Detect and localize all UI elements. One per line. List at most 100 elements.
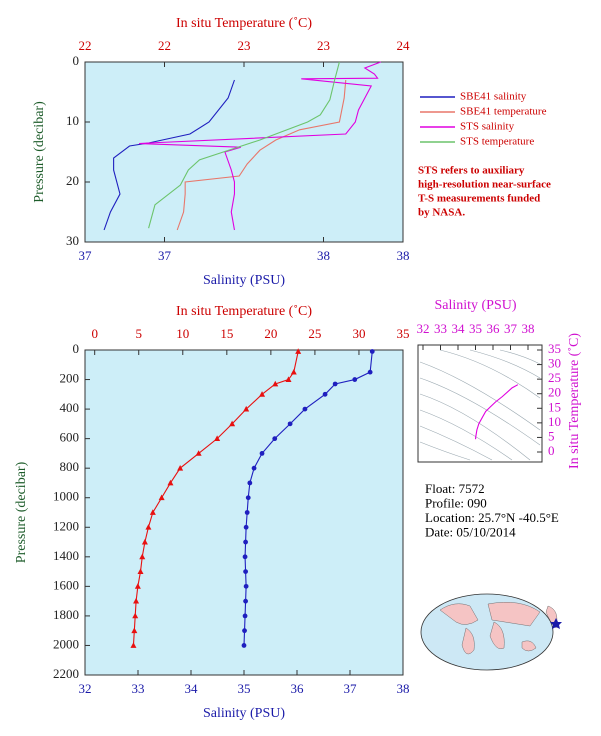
- x2-tick-label: 23: [317, 38, 330, 53]
- marker: [149, 509, 156, 515]
- x2-axis-title: In situ Temperature (˚C): [176, 16, 312, 31]
- profile-line: [103, 79, 235, 231]
- marker: [242, 554, 248, 560]
- marker: [137, 568, 144, 574]
- x2-tick-label: 5: [135, 326, 142, 341]
- x-tick-label: 32: [417, 321, 430, 336]
- x-tick-label: 32: [79, 681, 92, 696]
- x-axis-title: Salinity (PSU): [203, 273, 285, 288]
- marker: [214, 435, 221, 442]
- marker: [145, 524, 152, 530]
- x2-tick-label: 22: [79, 38, 92, 53]
- marker: [302, 406, 308, 412]
- x-tick-label: 37: [158, 248, 172, 263]
- y-tick-label: 30: [66, 233, 79, 248]
- marker: [367, 369, 373, 375]
- marker: [243, 583, 249, 589]
- x-tick-label: 38: [317, 248, 330, 263]
- marker: [241, 643, 247, 648]
- y-tick-label: 200: [60, 371, 80, 386]
- marker: [247, 480, 253, 486]
- y-axis-title: Pressure (decibar): [14, 461, 29, 563]
- x-tick-label: 37: [344, 681, 358, 696]
- y-axis-title: Pressure (decibar): [32, 101, 47, 203]
- marker: [131, 627, 138, 634]
- marker: [167, 479, 174, 486]
- marker: [295, 348, 302, 354]
- ts-contours: [419, 349, 541, 461]
- x-tick-label: 38: [397, 681, 410, 696]
- x-tick-label: 35: [238, 681, 251, 696]
- marker: [132, 612, 139, 619]
- y-tick-label: 400: [60, 400, 80, 415]
- y-tick-label: 30: [548, 356, 561, 371]
- x-tick-label: 34: [452, 321, 466, 336]
- y-tick-label: 20: [548, 385, 561, 400]
- marker: [158, 494, 165, 501]
- marker: [139, 553, 146, 560]
- y-tick-label: 0: [73, 53, 80, 68]
- marker: [285, 376, 292, 382]
- plot-background: [84, 61, 404, 243]
- marker: [242, 628, 247, 634]
- marker: [245, 495, 251, 501]
- y-axis-title: In situ Temperature (˚C): [567, 333, 582, 469]
- legend-label: STS temperature: [460, 136, 534, 148]
- plot-background: [84, 349, 404, 676]
- y-tick-label: 800: [60, 459, 80, 474]
- float-info: Location: 25.7°N -40.5°E: [425, 510, 559, 525]
- x-tick-label: 34: [185, 681, 199, 696]
- x2-tick-label: 30: [352, 326, 365, 341]
- marker: [243, 539, 248, 545]
- marker: [133, 597, 140, 604]
- marker: [229, 420, 236, 427]
- marker: [332, 381, 338, 387]
- x-tick-label: 38: [397, 248, 410, 263]
- x2-axis-title: In situ Temperature (˚C): [176, 304, 312, 319]
- marker: [243, 405, 250, 412]
- marker: [369, 349, 375, 354]
- marker: [352, 377, 358, 382]
- profile-line: [176, 79, 347, 231]
- marker: [272, 436, 278, 442]
- x2-tick-label: 25: [308, 326, 321, 341]
- y-tick-label: 20: [66, 173, 79, 188]
- y-tick-label: 25: [548, 370, 561, 385]
- plot-background: [417, 344, 543, 463]
- marker: [272, 380, 279, 387]
- marker: [251, 465, 257, 471]
- marker: [244, 510, 250, 515]
- marker: [243, 524, 249, 530]
- marker: [177, 464, 184, 471]
- y-tick-label: 10: [548, 414, 561, 429]
- y-tick-label: 600: [60, 430, 80, 445]
- annotation: T-S measurements funded: [418, 193, 540, 205]
- x-axis-title: Salinity (PSU): [434, 298, 516, 313]
- x-tick-label: 37: [504, 321, 518, 336]
- annotation: high-resolution near-surface: [418, 179, 551, 191]
- annotation: by NASA.: [418, 207, 465, 219]
- x2-tick-label: 10: [176, 326, 189, 341]
- x-tick-label: 38: [522, 321, 535, 336]
- profile-line: [139, 61, 381, 231]
- marker: [259, 391, 266, 397]
- y-tick-label: 1800: [53, 607, 79, 622]
- profile-line: [243, 351, 373, 646]
- legend-label: SBE41 salinity: [460, 91, 527, 103]
- y-tick-label: 10: [66, 113, 79, 128]
- y-tick-label: 5: [548, 428, 555, 443]
- y-tick-label: 1400: [53, 548, 79, 563]
- profile-line: [148, 61, 340, 229]
- legend-label: SBE41 temperature: [460, 106, 547, 118]
- world-map: [420, 593, 562, 671]
- marker: [290, 368, 297, 375]
- x2-tick-label: 15: [220, 326, 233, 341]
- x2-tick-label: 20: [264, 326, 277, 341]
- x-tick-label: 37: [79, 248, 93, 263]
- legend-label: STS salinity: [460, 121, 515, 133]
- float-info: Float: 7572: [425, 481, 485, 496]
- marker: [287, 421, 293, 427]
- y-tick-label: 2000: [53, 636, 79, 651]
- float-info: Date: 05/10/2014: [425, 524, 516, 539]
